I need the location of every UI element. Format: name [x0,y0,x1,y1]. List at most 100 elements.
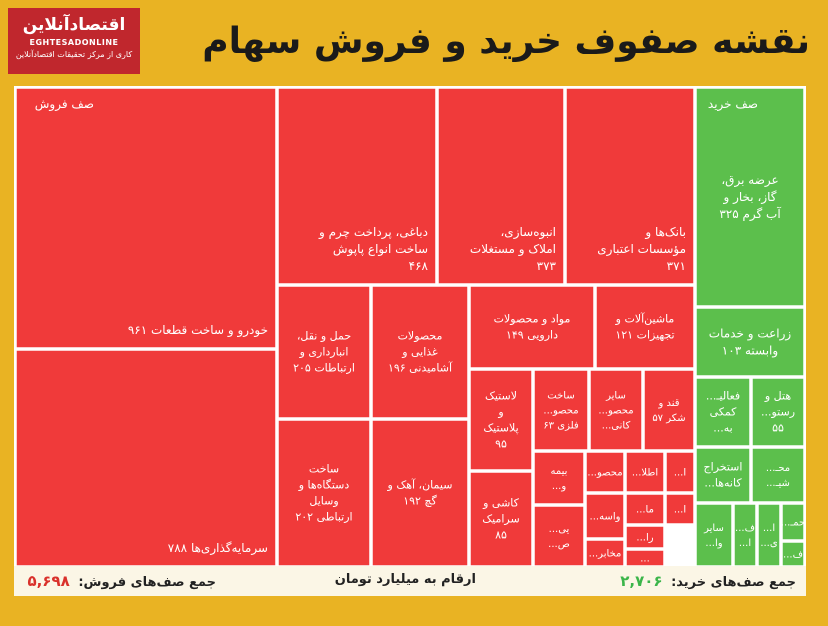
sell-tile-rect [277,419,371,566]
sell-tile-26: ... [625,549,665,566]
sell-tile-label: گچ ۱۹۲ [403,495,437,508]
units-note: ارقام به میلیارد تومان [334,572,476,587]
sell-total: جمع صف‌های فروش: ۵,۶۹۸ [27,572,216,590]
sell-tile-rect [565,88,695,285]
buy-tile-9: حمـ... [781,503,804,541]
buy-tile-label: کانه‌ها... [704,477,742,490]
buy-tile-rect [751,447,804,503]
buy-tile-label: وا... [705,538,722,549]
page-title: نقشه صفوف خرید و فروش سهام [202,21,810,62]
sell-tile-3: انبوه‌سازی، املاک و مستغلات ۳۷۳ [437,88,565,285]
sell-tile-14: سایر محصو... کانی... [589,369,643,451]
sell-tile-label: بانک‌ها و [644,225,686,240]
sell-tile-label: دباغی، پرداخت چرم و [318,225,428,240]
sell-tile-label: ۳۷۳ [537,259,557,273]
sell-tile-rect [585,493,625,539]
sell-tile-11: لاستیک و پلاستیک ۹۵ [469,369,533,471]
buy-tile-2: فعالیـ... کمکی به... [695,377,751,447]
buy-tile-label: رستو... [761,406,795,419]
sell-tile-25: را... [625,525,665,549]
sell-tile-rect [533,505,585,566]
sell-tile-label: ۸۵ [495,529,507,542]
sell-tile-label: محصولات [398,330,443,343]
sell-tile-label: ساخت [309,463,339,476]
buy-tile-label: ا... [739,538,751,549]
sell-tile-rect [585,539,625,566]
sell-tile-rect [533,451,585,505]
sell-tile-rect [437,88,565,285]
buy-group-caption: صف خرید [708,97,758,112]
sell-tile-21: ما... [625,493,665,525]
sell-tile-rect [625,525,665,549]
sell-tile-label: محصو... [543,405,578,416]
buy-tile-label: ۵۵ [772,422,784,435]
sell-tile-2: دباغی، پرداخت چرم و ساخت انواع پاپوش ۴۶۸ [277,88,437,285]
buy-tile-1: زراعت و خدمات وابسته ۱۰۳ [695,307,804,377]
sell-tile-label: مؤسسات اعتباری [597,242,686,257]
sell-tile-label: شکر ۵۷ [652,413,685,424]
buy-tile-label: حمـ... [781,517,804,528]
sell-tile-rect [625,493,665,525]
sell-tile-label: وسایل [309,495,338,508]
sell-tile-rect [625,451,665,493]
sell-tile-label: ۳۷۱ [667,259,686,273]
sell-tile-label: پلاستیک [483,422,518,435]
sell-tile-label: ساخت انواع پاپوش [333,242,428,257]
sell-tile-label: فلزی ۶۳ [543,420,579,431]
sell-tile-1: سرمایه‌گذاری‌ها ۷۸۸ [16,349,277,566]
buy-tile-rect [751,377,804,447]
logo-text: اقتصادآنلاین [22,15,126,35]
buy-tile-7: ف... ا... [733,503,757,566]
buy-tile-rect [781,503,804,541]
sell-tile-7: ساخت دستگاه‌ها و وسایل ارتباطی ۲۰۲ [277,419,371,566]
sell-tile-label: کاشی و [482,497,520,510]
sell-tile-label: سرمایه‌گذاری‌ها ۷۸۸ [168,541,268,556]
sell-tile-label: قند و [657,398,679,409]
sell-total-value: ۵,۶۹۸ [27,572,70,590]
sell-tile-6: محصولات غذایی و آشامیدنی ۱۹۶ [371,285,469,419]
sell-tile-13: ساخت محصو... فلزی ۶۳ [533,369,589,451]
sell-tile-5: حمل و نقل، انبارداری و ارتباطات ۲۰۵ [277,285,371,419]
sell-tile-label: ۴۶۸ [409,259,429,273]
sell-tile-19: ا... [665,451,695,493]
buy-tile-rect [695,377,751,447]
logo-subtitle: کاری از مرکز تحقیقات اقتصادآنلاین [15,50,133,59]
buy-total: جمع صف‌های خرید: ۲,۷۰۶ [620,572,796,590]
buy-tile-label: استخراج [704,461,743,474]
sell-tile-label: آشامیدنی ۱۹۶ [388,361,453,375]
sell-tile-label: ۹۵ [495,438,507,451]
sell-tile-label: اطلا... [632,467,658,478]
sell-tile-label: املاک و مستغلات [470,242,556,257]
buy-tile-rect [695,88,804,307]
sell-tile-label: ساخت [547,390,574,401]
sell-tile-label: ا... [674,467,686,478]
buy-tile-label: شیـ... [766,478,790,489]
sell-tile-rect [469,369,533,471]
sell-tile-label: غذایی و [401,346,438,359]
sell-tile-label: ما... [636,504,654,515]
buy-tile-label: فعالیـ... [706,390,740,403]
buy-tile-rect [733,503,757,566]
sell-tile-label: سایر [605,390,626,401]
sell-tile-rect [595,285,695,369]
sell-tile-rect [665,451,695,493]
buy-tile-label: محـ... [766,463,790,474]
sell-tile-label: دستگاه‌ها و [298,479,350,492]
footer: جمع صف‌های خرید: ۲,۷۰۶ ارقام به میلیارد … [14,566,806,596]
sell-tile-rect [625,549,665,566]
buy-tile-5: محـ... شیـ... [751,447,804,503]
sell-tile-rect [16,349,277,566]
buy-tile-label: زراعت و خدمات [709,327,792,342]
sell-tile-label: ا... [674,504,686,515]
sell-tile-rect [371,419,469,566]
sell-tile-rect [277,88,437,285]
sell-group-caption: صف فروش [35,97,94,112]
buy-total-value: ۲,۷۰۶ [620,572,663,590]
buy-tile-label: ف... [783,549,803,560]
sell-tile-16: بیمه و... [533,451,585,505]
buy-tile-rect [781,541,804,566]
sell-tile-label: محصو... [587,467,622,478]
buy-tile-rect [757,503,781,566]
buy-tile-label: ی... [760,538,778,549]
sell-tile-label: ... [640,553,650,564]
